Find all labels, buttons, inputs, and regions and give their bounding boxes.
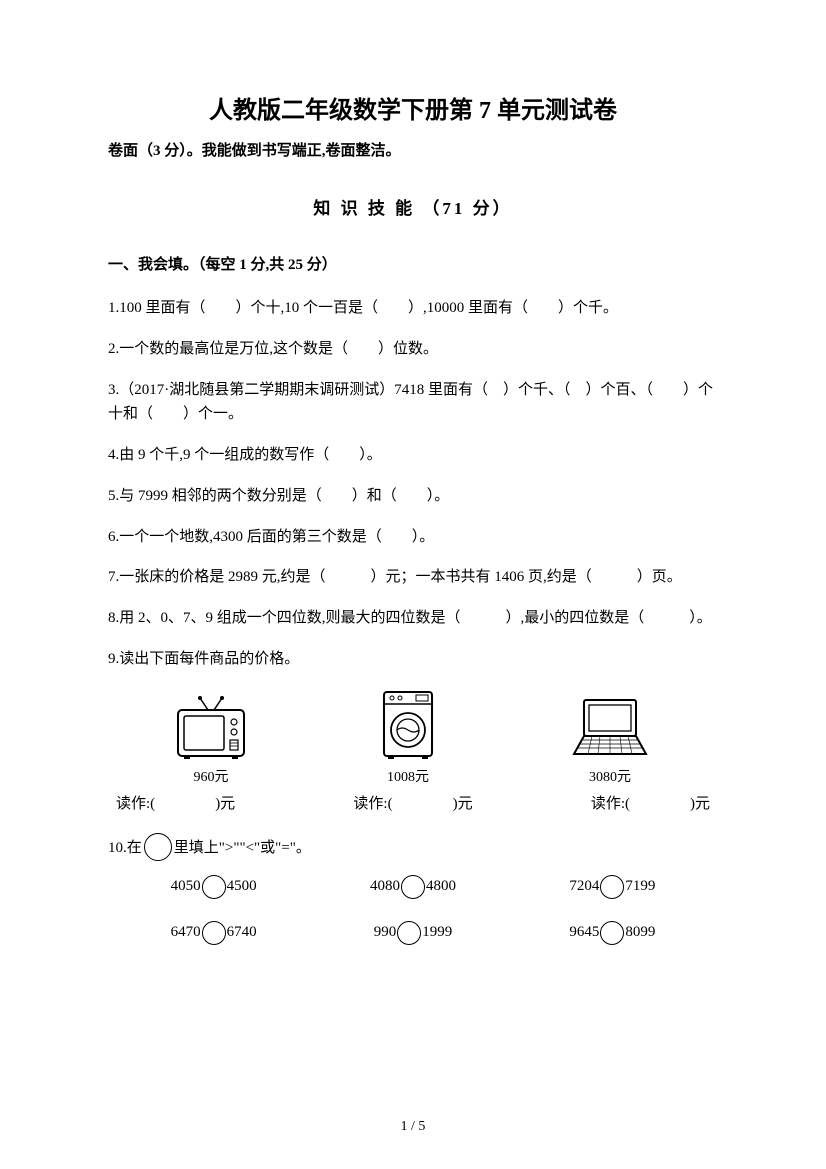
compare-circle-icon [600,921,624,945]
question-3: 3.（2017·湖北随县第二学期期末调研测试）7418 里面有（ ）个千、（ ）… [108,378,718,428]
question-4: 4.由 9 个千,9 个一组成的数写作（ ）。 [108,443,718,468]
compare-1: 40504500 [114,875,313,899]
product-washer: 1008元 [378,688,438,786]
compare-6: 96458099 [513,921,712,945]
compare-circle-icon [397,921,421,945]
read-washer: 读作:( )元 [353,792,472,813]
fill-circle-icon [144,833,172,861]
compare-grid: 40504500 40804800 72047199 64706740 9901… [108,875,718,945]
part1-header: 一、我会填。（每空 1 分,共 25 分） [108,253,718,274]
compare-circle-icon [202,921,226,945]
tv-price: 960元 [194,766,229,786]
document-title: 人教版二年级数学下册第 7 单元测试卷 [108,90,718,125]
laptop-price: 3080元 [589,766,631,786]
laptop-icon [566,696,654,762]
subtitle: 卷面（3 分）。我能做到书写端正,卷面整洁。 [108,139,718,160]
compare-3: 72047199 [513,875,712,899]
product-tv: 960元 [172,696,250,786]
question-8: 8.用 2、0、7、9 组成一个四位数,则最大的四位数是（ ）,最小的四位数是（… [108,606,718,631]
question-9-intro: 9.读出下面每件商品的价格。 [108,647,718,672]
washer-icon [378,688,438,762]
product-row: 960元 1008元 [108,688,718,786]
compare-2: 40804800 [313,875,512,899]
compare-circle-icon [202,875,226,899]
q10-prefix: 10.在 [108,836,142,857]
read-laptop: 读作:( )元 [591,792,710,813]
compare-5: 9901999 [313,921,512,945]
page-number: 1 / 5 [0,1119,826,1135]
product-laptop: 3080元 [566,696,654,786]
tv-icon [172,696,250,762]
q10-suffix: 里填上">""<"或"="。 [174,836,311,857]
question-5: 5.与 7999 相邻的两个数分别是（ ）和（ ）。 [108,484,718,509]
question-7: 7.一张床的价格是 2989 元,约是（ ）元；一本书共有 1406 页,约是（… [108,565,718,590]
question-6: 6.一个一个地数,4300 后面的第三个数是（ ）。 [108,525,718,550]
read-row: 读作:( )元 读作:( )元 读作:( )元 [108,792,718,813]
question-1: 1.100 里面有（ ）个十,10 个一百是（ ）,10000 里面有（ ）个千… [108,296,718,321]
washer-price: 1008元 [387,766,429,786]
compare-circle-icon [600,875,624,899]
read-tv: 读作:( )元 [116,792,235,813]
question-10: 10.在 里填上">""<"或"="。 [108,833,718,861]
compare-4: 64706740 [114,921,313,945]
question-2: 2.一个数的最高位是万位,这个数是（ ）位数。 [108,337,718,362]
section-header: 知 识 技 能 （71 分） [108,194,718,219]
compare-circle-icon [401,875,425,899]
